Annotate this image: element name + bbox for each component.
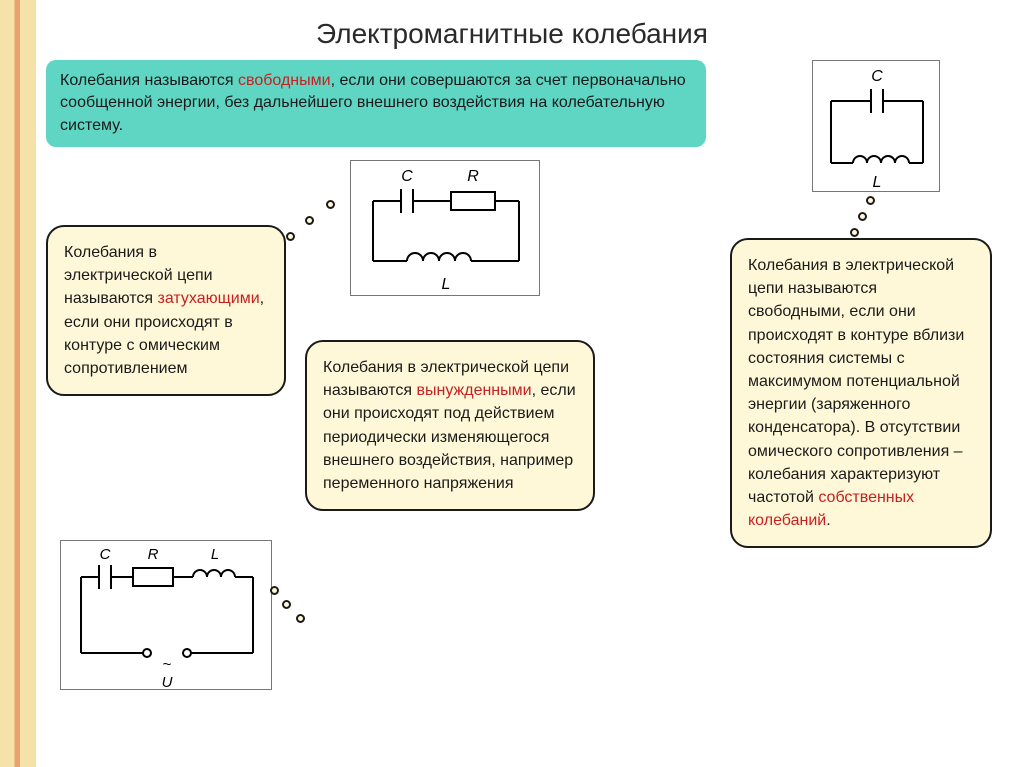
- pointer-dot: [305, 216, 314, 225]
- label-c: C: [401, 168, 413, 185]
- pointer-dot: [858, 212, 867, 221]
- pointer-dot: [282, 600, 291, 609]
- intro-keyword: свободными: [238, 72, 331, 89]
- intro-pre: Колебания называются: [60, 72, 238, 89]
- page-title: Электромагнитные колебания: [0, 18, 1024, 50]
- circuit-lc: C L: [812, 60, 940, 192]
- bubble-free: Колебания в электрической цепи называютс…: [730, 238, 992, 548]
- circuit-forced: C R L ~ U: [60, 540, 272, 690]
- label-tilde: ~: [163, 656, 172, 673]
- label-c: C: [871, 68, 883, 85]
- pointer-dot: [326, 200, 335, 209]
- label-c: C: [100, 546, 111, 563]
- pointer-dot: [270, 586, 279, 595]
- pointer-dot: [850, 228, 859, 237]
- pointer-dot: [296, 614, 305, 623]
- label-r: R: [467, 168, 479, 185]
- label-u: U: [162, 674, 173, 691]
- circuit-rlc: C R L: [350, 160, 540, 296]
- label-r: R: [148, 546, 159, 563]
- label-l: L: [211, 546, 219, 563]
- intro-definition: Колебания называются свободными, если он…: [46, 60, 706, 147]
- bubble-damped: Колебания в электрической цепи называютс…: [46, 225, 286, 396]
- pointer-dot: [866, 196, 875, 205]
- damped-keyword: затухающими: [158, 290, 260, 307]
- label-l: L: [873, 174, 882, 191]
- bubble-forced: Колебания в электрической цепи называютс…: [305, 340, 595, 511]
- label-l: L: [442, 276, 451, 293]
- slide-stripe: [0, 0, 36, 767]
- free-pre: Колебания в электрической цепи называютс…: [748, 257, 964, 506]
- pointer-dot: [286, 232, 295, 241]
- free-post: .: [826, 512, 830, 529]
- forced-keyword: вынужденными: [417, 382, 532, 399]
